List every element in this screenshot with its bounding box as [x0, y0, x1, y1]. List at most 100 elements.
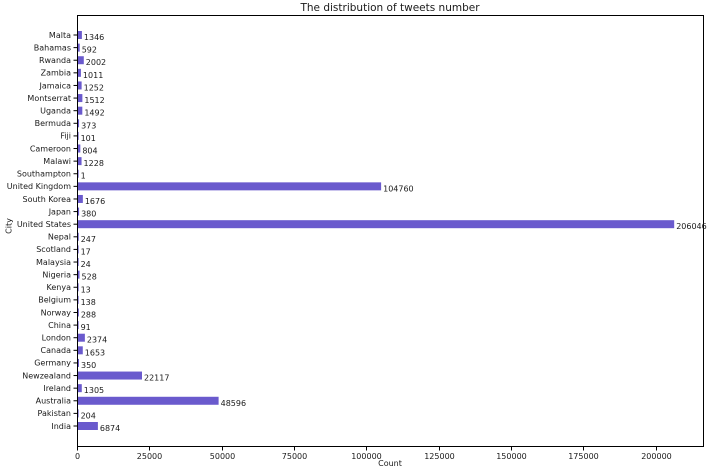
bar-fiji	[78, 131, 79, 140]
bar-nigeria	[78, 270, 80, 279]
y-tick-label-cameroon: Cameroon	[30, 144, 71, 153]
y-tick-label-united-states: United States	[17, 220, 71, 229]
bar-value-label-cameroon: 804	[82, 147, 97, 156]
bar-kenya	[78, 283, 79, 292]
x-tick-label: 75000	[282, 452, 307, 461]
bar-southampton	[78, 169, 79, 178]
chart-title: The distribution of tweets number	[300, 2, 480, 14]
bar-value-label-scotland: 17	[81, 247, 91, 256]
bar-malaysia	[78, 258, 79, 267]
bar-scotland	[78, 245, 79, 254]
bar-value-label-kenya: 13	[81, 285, 91, 294]
y-tick-label-canada: Canada	[41, 346, 72, 355]
y-tick-label-rwanda: Rwanda	[39, 56, 71, 65]
bar-value-label-norway: 288	[81, 310, 96, 319]
bar-canada	[78, 346, 83, 355]
y-tick-label-germany: Germany	[34, 359, 71, 368]
y-tick-label-malaysia: Malaysia	[36, 258, 71, 267]
y-tick-label-norway: Norway	[41, 308, 72, 317]
bar-value-label-japan: 380	[81, 210, 96, 219]
bar-bermuda	[78, 119, 80, 128]
bar-pakistan	[78, 409, 79, 418]
bar-malta	[78, 31, 82, 39]
bar-value-label-south-korea: 1676	[85, 197, 105, 206]
y-tick-label-ireland: Ireland	[43, 384, 71, 393]
bar-value-label-pakistan: 204	[81, 411, 96, 420]
y-tick-label-jamaica: Jamaica	[39, 81, 72, 90]
x-tick-label: 25000	[137, 452, 162, 461]
bar-value-label-bahamas: 592	[82, 46, 97, 55]
bar-value-label-montserrat: 1512	[84, 96, 104, 105]
bar-value-label-bermuda: 373	[81, 121, 96, 130]
bar-value-label-uganda: 1492	[84, 109, 104, 118]
y-tick-label-southampton: Southampton	[17, 170, 71, 179]
y-tick-label-scotland: Scotland	[36, 245, 71, 254]
bar-norway	[78, 308, 79, 317]
bar-value-label-india: 6874	[100, 424, 120, 433]
bar-zambia	[78, 68, 81, 77]
plot-frame	[77, 15, 704, 447]
bar-value-label-malaysia: 24	[81, 260, 91, 269]
bar-newzealand	[78, 371, 142, 380]
bar-value-label-jamaica: 1252	[84, 83, 104, 92]
y-tick-label-malawi: Malawi	[43, 157, 71, 166]
bar-bahamas	[78, 43, 80, 52]
bar-value-label-china: 91	[81, 323, 91, 332]
y-tick-label-fiji: Fiji	[60, 132, 71, 141]
y-tick-label-nepal: Nepal	[48, 233, 71, 242]
y-tick-label-india: India	[51, 422, 71, 431]
y-tick-label-bahamas: Bahamas	[34, 43, 71, 52]
bar-japan	[78, 207, 80, 216]
y-tick-label-south-korea: South Korea	[23, 195, 72, 204]
x-tick-label: 175000	[568, 452, 599, 461]
bar-value-label-malawi: 1228	[84, 159, 104, 168]
y-tick-label-japan: Japan	[48, 207, 71, 216]
bar-jamaica	[78, 81, 82, 90]
bar-value-label-southampton: 1	[81, 172, 86, 181]
bar-malawi	[78, 157, 82, 166]
y-tick-label-australia: Australia	[36, 397, 71, 406]
y-tick-label-london: London	[42, 334, 71, 343]
bar-value-label-nepal: 247	[81, 235, 96, 244]
bar-value-label-london: 2374	[87, 336, 107, 345]
bar-ireland	[78, 384, 82, 393]
y-tick-label-bermuda: Bermuda	[35, 119, 72, 128]
bar-united-kingdom	[78, 182, 382, 191]
x-tick-label: 50000	[210, 452, 235, 461]
bar-montserrat	[78, 94, 83, 103]
y-tick-label-united-kingdom: United Kingdom	[7, 182, 71, 191]
bar-value-label-belgium: 138	[81, 298, 96, 307]
bar-value-label-zambia: 1011	[83, 71, 103, 80]
bar-value-label-united-kingdom: 104760	[383, 184, 414, 193]
bar-india	[78, 422, 98, 430]
bar-value-label-malta: 1346	[84, 33, 104, 42]
y-tick-label-zambia: Zambia	[41, 69, 71, 78]
bar-value-label-australia: 48596	[221, 399, 246, 408]
y-tick-label-kenya: Kenya	[47, 283, 72, 292]
bar-united-states	[78, 220, 675, 229]
x-tick-label: 125000	[424, 452, 455, 461]
y-tick-label-nigeria: Nigeria	[42, 270, 71, 279]
y-tick-label-malta: Malta	[49, 31, 71, 40]
x-tick-label: 100000	[351, 452, 382, 461]
bar-australia	[78, 396, 219, 405]
bar-value-label-united-states: 206046	[676, 222, 707, 231]
bar-china	[78, 321, 79, 330]
bar-value-label-fiji: 101	[81, 134, 96, 143]
y-tick-label-newzealand: Newzealand	[22, 371, 71, 380]
x-tick-label: 0	[75, 452, 80, 461]
y-tick-label-pakistan: Pakistan	[38, 409, 72, 418]
y-tick-label-montserrat: Montserrat	[27, 94, 71, 103]
y-tick-label-china: China	[48, 321, 71, 330]
bar-belgium	[78, 295, 79, 304]
x-axis-label: Count	[378, 459, 402, 468]
x-tick-label: 150000	[496, 452, 527, 461]
bar-value-label-newzealand: 22117	[144, 374, 169, 383]
bar-value-label-ireland: 1305	[84, 386, 104, 395]
bar-london	[78, 333, 85, 342]
bar-uganda	[78, 106, 83, 115]
bar-value-label-rwanda: 2002	[86, 58, 106, 67]
bar-germany	[78, 358, 80, 367]
